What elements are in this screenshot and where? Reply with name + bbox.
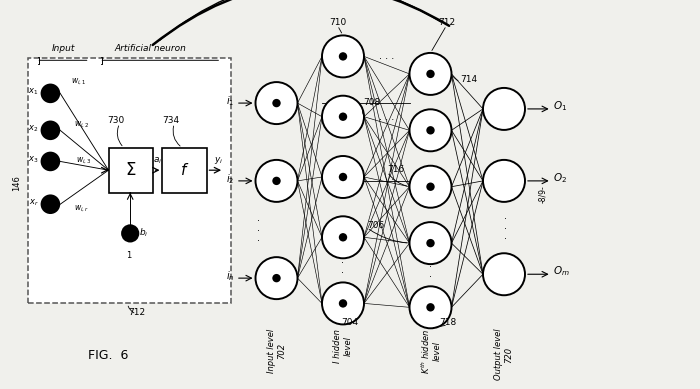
Text: 146: 146 [13, 175, 21, 191]
Ellipse shape [256, 257, 298, 299]
FancyBboxPatch shape [108, 148, 153, 193]
Ellipse shape [322, 156, 364, 198]
Text: . . .: . . . [379, 112, 394, 122]
Ellipse shape [339, 233, 347, 242]
Text: 730: 730 [108, 116, 125, 124]
Ellipse shape [410, 109, 452, 151]
Ellipse shape [272, 99, 281, 107]
Ellipse shape [256, 160, 298, 202]
Text: 714: 714 [461, 75, 477, 84]
Ellipse shape [339, 112, 347, 121]
Text: 710: 710 [329, 18, 346, 27]
Text: 704: 704 [342, 318, 358, 327]
Ellipse shape [483, 160, 525, 202]
FancyArrowPatch shape [153, 0, 449, 45]
Text: 718: 718 [440, 318, 456, 327]
Ellipse shape [339, 52, 347, 61]
Ellipse shape [426, 70, 435, 78]
Text: $y_i$: $y_i$ [214, 154, 223, 166]
Text: $\Sigma$: $\Sigma$ [125, 161, 136, 179]
Text: $f$: $f$ [180, 162, 189, 178]
Text: .
.
.: . . . [342, 255, 344, 286]
Text: $x_3$: $x_3$ [28, 154, 38, 165]
Text: Artificial neuron: Artificial neuron [115, 44, 186, 53]
Text: .
.
.: . . . [429, 259, 432, 289]
Text: 706: 706 [367, 221, 384, 230]
Text: 708: 708 [363, 98, 381, 107]
Ellipse shape [272, 177, 281, 185]
Ellipse shape [272, 274, 281, 282]
Text: I hidden
level: I hidden level [333, 329, 353, 363]
Text: $w_{i,r}$: $w_{i,r}$ [74, 204, 88, 214]
Text: . . .: . . . [379, 172, 394, 182]
Text: .
.
.: . . . [504, 210, 507, 241]
Text: $i_1$: $i_1$ [226, 94, 234, 108]
Ellipse shape [483, 88, 525, 130]
Text: $i_n$: $i_n$ [226, 269, 234, 283]
Ellipse shape [339, 299, 347, 308]
Text: 716: 716 [387, 165, 405, 174]
Text: $w_{i,3}$: $w_{i,3}$ [76, 156, 91, 166]
Text: $i_2$: $i_2$ [226, 172, 234, 186]
Ellipse shape [41, 84, 60, 103]
Ellipse shape [339, 173, 347, 181]
Ellipse shape [410, 53, 452, 95]
Text: 734: 734 [162, 116, 179, 124]
Text: $b_i$: $b_i$ [139, 226, 148, 239]
Text: $x_1$: $x_1$ [28, 86, 38, 96]
Text: FIG.  6: FIG. 6 [88, 349, 129, 363]
FancyBboxPatch shape [28, 58, 231, 303]
Text: $w_{i,2}$: $w_{i,2}$ [74, 119, 89, 130]
Ellipse shape [410, 166, 452, 208]
Text: $a_i$: $a_i$ [153, 155, 162, 166]
Ellipse shape [410, 222, 452, 264]
Ellipse shape [41, 152, 60, 171]
Text: $O_1$: $O_1$ [553, 99, 567, 113]
Ellipse shape [322, 35, 364, 77]
Ellipse shape [426, 182, 435, 191]
FancyArrowPatch shape [160, 0, 441, 40]
Text: . . .: . . . [379, 51, 394, 61]
Text: .
.
.: . . . [258, 212, 260, 243]
Text: $1$: $1$ [126, 249, 133, 260]
Ellipse shape [426, 239, 435, 247]
Text: $x_r$: $x_r$ [29, 197, 38, 207]
Text: Output level
720: Output level 720 [494, 329, 514, 380]
Text: 712: 712 [438, 18, 455, 27]
Ellipse shape [41, 194, 60, 214]
Text: 712: 712 [128, 308, 145, 317]
Ellipse shape [322, 282, 364, 324]
FancyBboxPatch shape [162, 148, 206, 193]
Text: Input: Input [51, 44, 75, 53]
Text: $O_m$: $O_m$ [553, 264, 570, 278]
Text: $K^{th}$ hidden
level: $K^{th}$ hidden level [419, 329, 442, 374]
Ellipse shape [410, 286, 452, 328]
Ellipse shape [256, 82, 298, 124]
Ellipse shape [322, 96, 364, 138]
Text: $w_{i,1}$: $w_{i,1}$ [71, 77, 87, 87]
Ellipse shape [322, 216, 364, 258]
Text: $O_2$: $O_2$ [553, 171, 567, 185]
Ellipse shape [41, 121, 60, 140]
Text: -8/9-: -8/9- [538, 186, 547, 203]
Ellipse shape [121, 224, 139, 242]
Ellipse shape [426, 126, 435, 135]
Text: $x_2$: $x_2$ [28, 123, 38, 133]
Ellipse shape [483, 253, 525, 295]
Text: Input level
702: Input level 702 [267, 329, 286, 373]
Ellipse shape [426, 303, 435, 312]
